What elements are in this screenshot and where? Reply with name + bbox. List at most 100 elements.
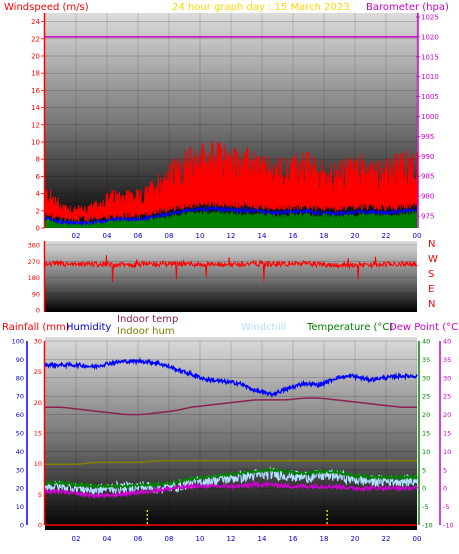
wind-x-tick-label: 06 — [134, 232, 143, 240]
dewpoint-tick-label: -10 — [443, 522, 454, 530]
legend-humidity: Humidity — [66, 322, 111, 333]
wind-x-tick-label: 22 — [382, 232, 391, 240]
legend-indoor-temp: Indoor temp — [117, 314, 178, 325]
temp-x-tick-label: 22 — [382, 535, 391, 543]
wind-x-tick-label: 10 — [196, 232, 205, 240]
direction-compass-label: S — [428, 269, 434, 280]
wind-tick-label: 10 — [31, 139, 40, 147]
dewpoint-tick-label: 0 — [443, 485, 447, 493]
wind-tick-label: 0 — [36, 225, 40, 233]
legend-rainfall: Rainfall (mm) — [2, 322, 70, 333]
temperature-tick-label: 40 — [422, 338, 430, 346]
barometer-tick-label: 980 — [421, 193, 434, 201]
wind-base-series — [44, 205, 418, 227]
wind-x-tick-label: 08 — [165, 232, 174, 240]
wind-tick-label: 22 — [31, 35, 40, 43]
direction-panel-background — [45, 241, 417, 312]
temp-x-tick-label: 12 — [227, 535, 236, 543]
wind-direction-series — [44, 255, 418, 282]
wind-x-tick-label: 16 — [289, 232, 298, 240]
rain-tick-label: 0 — [38, 522, 42, 530]
temperature-tick-label: 35 — [422, 356, 430, 364]
barometer-axis-title: Barometer (hpa) — [366, 2, 449, 13]
temperature-tick-label: 5 — [422, 466, 426, 474]
temp-x-tick-label: 20 — [351, 535, 360, 543]
temp-x-tick-label: 06 — [134, 535, 143, 543]
legend-temperature: Temperature (°C) — [306, 322, 393, 333]
temp-x-tick-label: 18 — [320, 535, 329, 543]
temperature-panel-background — [45, 337, 417, 530]
humidity-tick-label: 20 — [16, 485, 24, 493]
wind-tick-label: 18 — [31, 70, 40, 78]
legend-windchill: Windchill — [241, 322, 286, 333]
direction-compass-label: W — [428, 254, 438, 265]
barometer-tick-label: 1010 — [421, 73, 439, 81]
rain-tick-label: 5 — [38, 491, 42, 499]
temperature-series — [44, 465, 418, 490]
wind-tick-label: 14 — [31, 104, 40, 112]
humidity-tick-label: 80 — [16, 374, 24, 382]
temp-x-tick-label: 04 — [103, 535, 112, 543]
direction-tick-label: 90 — [32, 290, 40, 298]
graph-title: 24 hour graph day : 15 March 2023 — [172, 2, 350, 13]
barometer-tick-label: 1020 — [421, 33, 439, 41]
dewpoint-tick-label: 25 — [443, 393, 451, 401]
temperature-tick-label: 25 — [422, 393, 430, 401]
rain-tick-label: 15 — [34, 430, 42, 438]
wind-average-area — [45, 209, 417, 228]
temperature-tick-label: -10 — [422, 522, 433, 530]
humidity-tick-label: 0 — [20, 522, 24, 530]
temp-x-tick-label: 00 — [413, 535, 422, 543]
direction-tick-label: 270 — [28, 258, 40, 266]
humidity-tick-label: 90 — [16, 356, 24, 364]
temp-x-tick-label: 14 — [258, 535, 267, 543]
windspeed-series — [44, 140, 418, 223]
temperature-tick-label: -5 — [422, 503, 428, 511]
wind-tick-label: 2 — [36, 207, 40, 215]
wind-x-tick-label: 18 — [320, 232, 329, 240]
rain-tick-label: 25 — [34, 368, 42, 376]
temperature-tick-label: 20 — [422, 411, 430, 419]
windspeed-axis-title: Windspeed (m/s) — [4, 2, 89, 13]
direction-tick-label: 360 — [28, 242, 40, 250]
dewpoint-series — [44, 480, 418, 500]
barometer-tick-label: 985 — [421, 173, 434, 181]
temperature-tick-label: 10 — [422, 448, 430, 456]
wind-x-tick-label: 02 — [72, 232, 81, 240]
dewpoint-tick-label: -5 — [443, 503, 449, 511]
humidity-tick-label: 50 — [16, 430, 24, 438]
dewpoint-tick-label: 35 — [443, 356, 451, 364]
dewpoint-tick-label: 5 — [443, 466, 447, 474]
wind-x-tick-label: 04 — [103, 232, 112, 240]
direction-compass-label: E — [428, 284, 434, 295]
direction-compass-label: N — [428, 239, 435, 250]
wind-tick-label: 24 — [31, 18, 40, 26]
temp-x-tick-label: 02 — [72, 535, 81, 543]
rain-tick-label: 30 — [34, 338, 42, 346]
wind-tick-label: 4 — [36, 190, 41, 198]
barometer-tick-label: 995 — [421, 133, 434, 141]
dewpoint-tick-label: 20 — [443, 411, 451, 419]
temp-x-tick-label: 08 — [165, 535, 174, 543]
temp-x-tick-label: 10 — [196, 535, 205, 543]
wind-tick-label: 16 — [31, 87, 40, 95]
wind-tick-label: 8 — [36, 156, 40, 164]
humidity-tick-label: 100 — [12, 338, 24, 346]
rain-tick-label: 20 — [34, 399, 42, 407]
barometer-tick-label: 1015 — [421, 53, 439, 61]
barometer-tick-label: 1000 — [421, 113, 439, 121]
humidity-tick-label: 30 — [16, 466, 24, 474]
dewpoint-tick-label: 15 — [443, 430, 451, 438]
wind-tick-label: 20 — [31, 53, 40, 61]
dewpoint-tick-label: 10 — [443, 448, 451, 456]
temperature-tick-label: 0 — [422, 485, 426, 493]
wind-x-tick-label: 00 — [413, 232, 422, 240]
temp-x-tick-label: 16 — [289, 535, 298, 543]
rain-tick-label: 10 — [34, 460, 42, 468]
wind-x-tick-label: 20 — [351, 232, 360, 240]
indoor-hum-series — [45, 459, 417, 466]
wind-x-tick-label: 14 — [258, 232, 267, 240]
dewpoint-tick-label: 40 — [443, 338, 451, 346]
indoor-temp-series — [45, 397, 417, 416]
wind-x-tick-label: 12 — [227, 232, 236, 240]
